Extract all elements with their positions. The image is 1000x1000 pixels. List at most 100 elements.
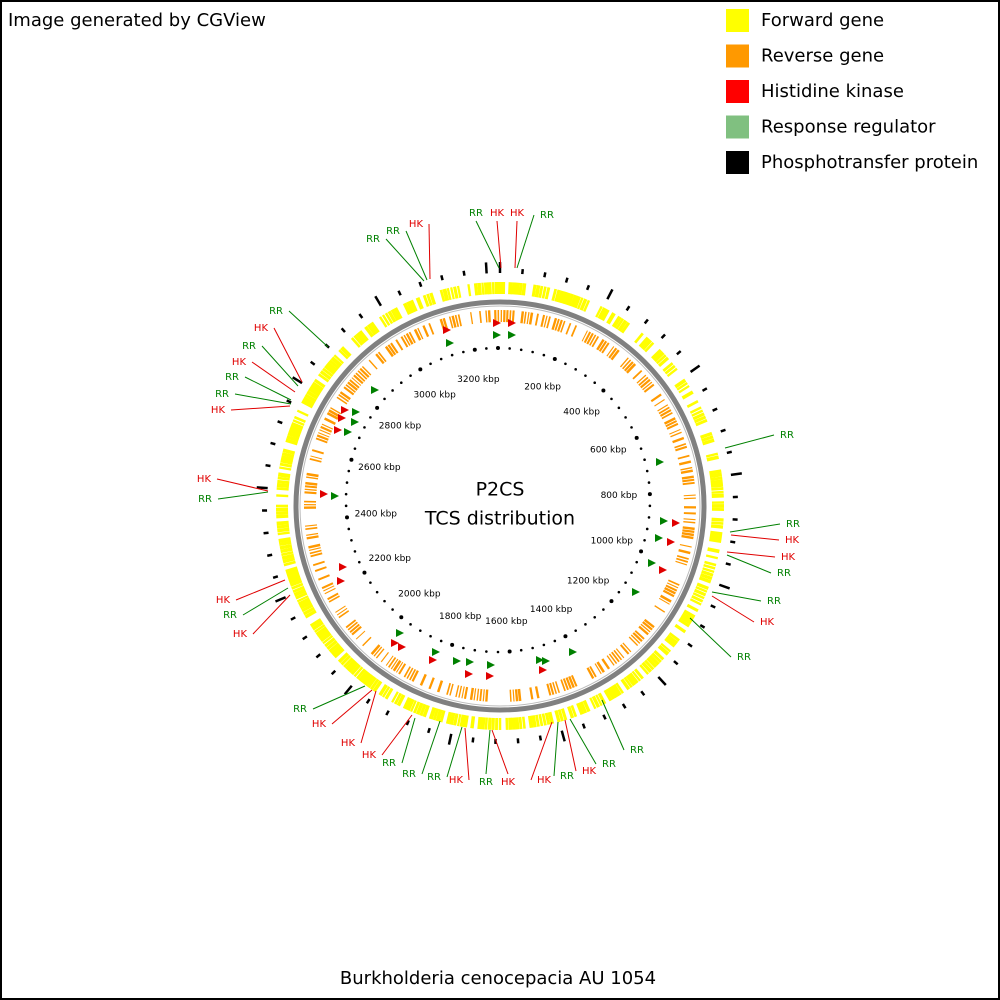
reverse-gene	[328, 409, 341, 418]
reverse-gene	[422, 325, 430, 338]
forward-gene	[353, 666, 364, 678]
legend-swatch	[726, 80, 749, 103]
ruler-dot	[399, 615, 404, 620]
forward-gene	[280, 455, 294, 462]
ruler-dot	[462, 350, 465, 354]
forward-gene	[692, 412, 705, 421]
forward-gene	[345, 659, 357, 671]
outer-tick	[581, 723, 586, 729]
feature-leader	[216, 478, 269, 492]
forward-gene	[309, 618, 322, 628]
legend-label: Phosphotransfer protein	[761, 152, 978, 173]
forward-gene	[653, 650, 665, 661]
forward-gene	[330, 644, 343, 656]
forward-gene	[693, 415, 707, 424]
feature-leader	[242, 587, 289, 616]
forward-gene	[353, 334, 364, 346]
reverse-gene	[665, 584, 678, 592]
reverse-gene	[336, 607, 348, 616]
reverse-gene	[390, 658, 399, 670]
forward-gene	[456, 714, 462, 727]
reverse-gene	[681, 531, 695, 537]
reverse-gene	[311, 449, 324, 455]
forward-gene	[435, 709, 443, 722]
ruler-dot	[350, 538, 353, 542]
forward-gene	[691, 409, 704, 417]
forward-gene	[390, 308, 400, 322]
feature-leader	[381, 714, 413, 756]
forward-gene	[439, 289, 446, 302]
ruler-dot	[630, 426, 633, 429]
forward-gene	[340, 654, 352, 666]
forward-gene	[340, 346, 352, 358]
reverse-gene	[406, 667, 414, 679]
reverse-gene	[304, 488, 317, 491]
feature-leader	[491, 729, 509, 775]
forward-gene	[287, 572, 301, 581]
ruler-dot	[542, 353, 546, 357]
reverse-gene	[630, 634, 641, 644]
forward-gene	[508, 282, 513, 295]
reverse-gene	[586, 667, 595, 679]
forward-gene	[711, 493, 724, 499]
feature-label: HK	[197, 474, 212, 485]
forward-gene	[369, 321, 380, 334]
reverse-gene	[403, 334, 411, 346]
forward-gene	[709, 469, 722, 475]
center-subtitle: TCS distribution	[424, 508, 575, 530]
feature-label: RR	[786, 519, 800, 530]
reverse-gene	[598, 340, 608, 352]
forward-gene	[422, 294, 430, 308]
feature-marker	[432, 648, 440, 656]
forward-gene	[603, 689, 613, 702]
ruler-dot	[369, 581, 372, 584]
feature-leader	[475, 220, 500, 269]
ruler-dot	[601, 388, 606, 393]
ruler-dot	[609, 599, 614, 604]
feature-leader	[730, 534, 780, 541]
feature-leader	[312, 685, 366, 710]
forward-gene	[705, 452, 719, 458]
forward-gene	[279, 544, 293, 550]
ruler-dot	[602, 608, 605, 611]
ruler-dot	[473, 648, 477, 652]
reverse-gene	[526, 312, 530, 325]
reverse-gene	[560, 320, 566, 333]
reverse-gene	[682, 529, 695, 534]
ruler-dot	[349, 457, 354, 462]
reverse-gene	[551, 317, 558, 331]
ruler-dot	[369, 416, 372, 419]
feature-label: HK	[510, 208, 525, 219]
forward-gene	[567, 706, 575, 719]
reverse-gene	[675, 560, 688, 566]
reverse-gene	[589, 666, 597, 678]
forward-gene	[551, 288, 558, 302]
reverse-gene	[670, 431, 682, 438]
forward-gene	[381, 314, 391, 326]
forward-gene	[281, 553, 295, 561]
forward-gene	[634, 668, 644, 680]
reverse-gene	[565, 677, 572, 690]
forward-gene	[289, 424, 303, 433]
reverse-gene	[395, 339, 404, 351]
legend-label: Response regulator	[761, 117, 936, 138]
feature-marker	[398, 643, 406, 651]
forward-gene	[477, 716, 482, 730]
ruler-label: 2400 kbp	[355, 509, 398, 519]
feature-label: RR	[469, 208, 483, 219]
ruler-dot	[496, 650, 500, 654]
reverse-gene	[461, 686, 465, 699]
feature-label: RR	[427, 772, 441, 783]
reverse-gene	[436, 680, 444, 693]
ruler-dot	[419, 629, 422, 632]
ruler-dot	[362, 570, 367, 575]
forward-gene	[299, 600, 312, 610]
outer-tick	[302, 635, 308, 641]
reverse-gene	[335, 605, 346, 613]
forward-gene	[302, 606, 316, 616]
ruler-dot	[624, 416, 627, 419]
reverse-gene	[528, 312, 534, 325]
forward-gene	[707, 547, 720, 554]
center-title: P2CS	[476, 479, 525, 501]
reverse-gene	[458, 685, 463, 698]
